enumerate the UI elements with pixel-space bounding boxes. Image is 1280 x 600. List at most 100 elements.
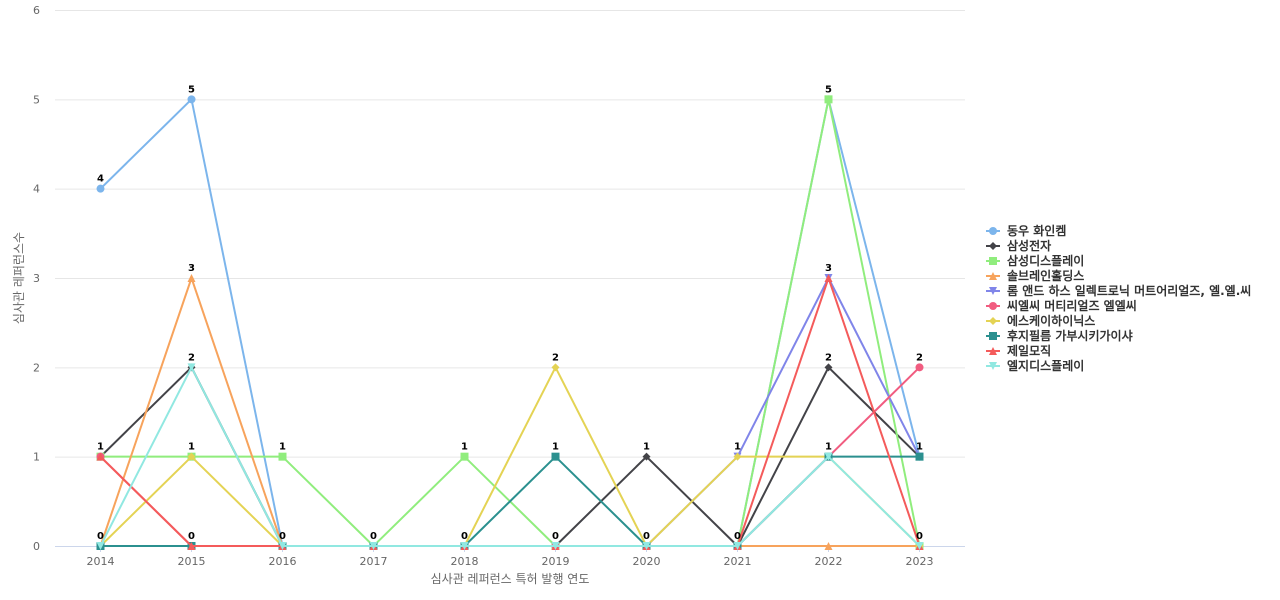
legend-label: 동우 화인켐 (1007, 223, 1066, 238)
data-label: 0 (370, 531, 377, 542)
data-labels: 4 1 0 5 3 2 1 0 1 0 0 1 0 2 1 0 1 0 1 0 5 3 2 1 2 1 0 (97, 84, 923, 542)
legend-label: 씨엘씨 머티리얼즈 엘엘씨 (1007, 298, 1137, 313)
x-tick-label: 2022 (815, 555, 843, 568)
series-line (99, 277, 921, 547)
x-tick-label: 2021 (724, 555, 752, 568)
legend-label: 후지필름 가부시키가이샤 (1007, 328, 1133, 343)
series-point (187, 95, 196, 104)
series-line (99, 98, 921, 547)
series-point (460, 542, 469, 550)
legend-item: 솔브레인홀딩스 (986, 268, 1084, 283)
legend-marker (989, 272, 997, 280)
series-line (99, 455, 921, 547)
series (96, 274, 924, 550)
legend-marker (989, 302, 997, 310)
data-label: 1 (734, 442, 741, 453)
series-point (369, 542, 378, 550)
y-tick-label: 1 (33, 451, 40, 464)
series-point (824, 452, 833, 461)
legend-label: 솔브레인홀딩스 (1007, 268, 1084, 283)
data-label: 1 (825, 442, 832, 453)
legend-item: 삼성디스플레이 (986, 253, 1084, 268)
data-label: 5 (825, 84, 832, 95)
legend-marker (989, 332, 997, 340)
series (96, 95, 924, 550)
y-tick-label: 0 (33, 540, 40, 553)
y-axis-title: 심사관 레퍼런스수 (12, 232, 26, 324)
legend-marker (989, 242, 997, 250)
legend-marker (989, 287, 997, 295)
data-label: 1 (97, 442, 104, 453)
series (96, 274, 924, 550)
data-label: 1 (916, 442, 923, 453)
x-tick-label: 2019 (542, 555, 570, 568)
series-point (278, 452, 287, 461)
data-label: 0 (552, 531, 559, 542)
data-label: 1 (461, 442, 468, 453)
data-label: 1 (643, 442, 650, 453)
legend-label: 에스케이하이닉스 (1007, 313, 1095, 328)
data-label: 5 (188, 84, 195, 95)
legend-item: 씨엘씨 머티리얼즈 엘엘씨 (986, 298, 1137, 313)
legend-label: 엘지디스플레이 (1007, 358, 1084, 373)
series (96, 452, 924, 550)
legend-marker (989, 227, 997, 235)
x-tick-label: 2023 (906, 555, 934, 568)
series-point (915, 542, 924, 550)
series-point (551, 542, 560, 550)
series-point (824, 274, 833, 282)
legend-marker (989, 362, 997, 370)
data-label: 0 (734, 531, 741, 542)
x-axis-ticks: 2014 2015 2016 2017 2018 2019 2020 2021 2022 2023 (87, 546, 934, 568)
series (96, 274, 924, 550)
data-label: 0 (188, 531, 195, 542)
data-label: 1 (552, 442, 559, 453)
series-point (642, 542, 651, 550)
series-point (824, 95, 833, 104)
series-point (915, 452, 924, 461)
y-tick-label: 3 (33, 272, 40, 285)
data-label: 0 (916, 531, 923, 542)
legend-item: 삼성전자 (986, 238, 1051, 253)
series-point (187, 452, 196, 461)
data-label: 0 (279, 531, 286, 542)
y-tick-label: 4 (33, 183, 40, 196)
series-point (915, 363, 924, 372)
series-line (99, 98, 921, 547)
series-point (733, 452, 742, 461)
x-axis-title: 심사관 레퍼런스 특허 발행 연도 (431, 571, 590, 586)
legend-label: 제일모직 (1007, 343, 1051, 358)
y-tick-label: 5 (33, 93, 40, 106)
x-tick-label: 2015 (178, 555, 206, 568)
legend-item: 롬 앤드 하스 일렉트로닉 머트어리얼즈, 엘.엘.씨 (986, 283, 1251, 298)
legend-label: 삼성전자 (1007, 238, 1051, 253)
legend-item: 후지필름 가부시키가이샤 (986, 328, 1133, 343)
series (96, 95, 924, 550)
data-label: 1 (188, 442, 195, 453)
y-axis-ticks: 0 1 2 3 4 5 6 (33, 4, 40, 553)
legend-item: 엘지디스플레이 (986, 358, 1084, 373)
data-label: 1 (279, 442, 286, 453)
data-label: 2 (825, 352, 832, 363)
series-point (551, 363, 560, 372)
x-tick-label: 2016 (269, 555, 297, 568)
series-point (551, 452, 560, 461)
y-tick-label: 6 (33, 4, 40, 17)
legend-marker (989, 257, 997, 265)
x-tick-label: 2017 (360, 555, 388, 568)
series-point (278, 542, 287, 550)
x-tick-label: 2020 (633, 555, 661, 568)
series-line (99, 366, 921, 547)
series-point (96, 542, 105, 550)
y-tick-label: 2 (33, 361, 40, 374)
data-label: 3 (188, 263, 195, 274)
data-label: 2 (552, 352, 559, 363)
legend-marker (989, 347, 997, 355)
legend-item: 에스케이하이닉스 (986, 313, 1095, 328)
series-point (187, 274, 196, 282)
legend-label: 롬 앤드 하스 일렉트로닉 머트어리얼즈, 엘.엘.씨 (1007, 283, 1251, 298)
legend-item: 제일모직 (986, 343, 1051, 358)
data-label: 3 (825, 263, 832, 274)
